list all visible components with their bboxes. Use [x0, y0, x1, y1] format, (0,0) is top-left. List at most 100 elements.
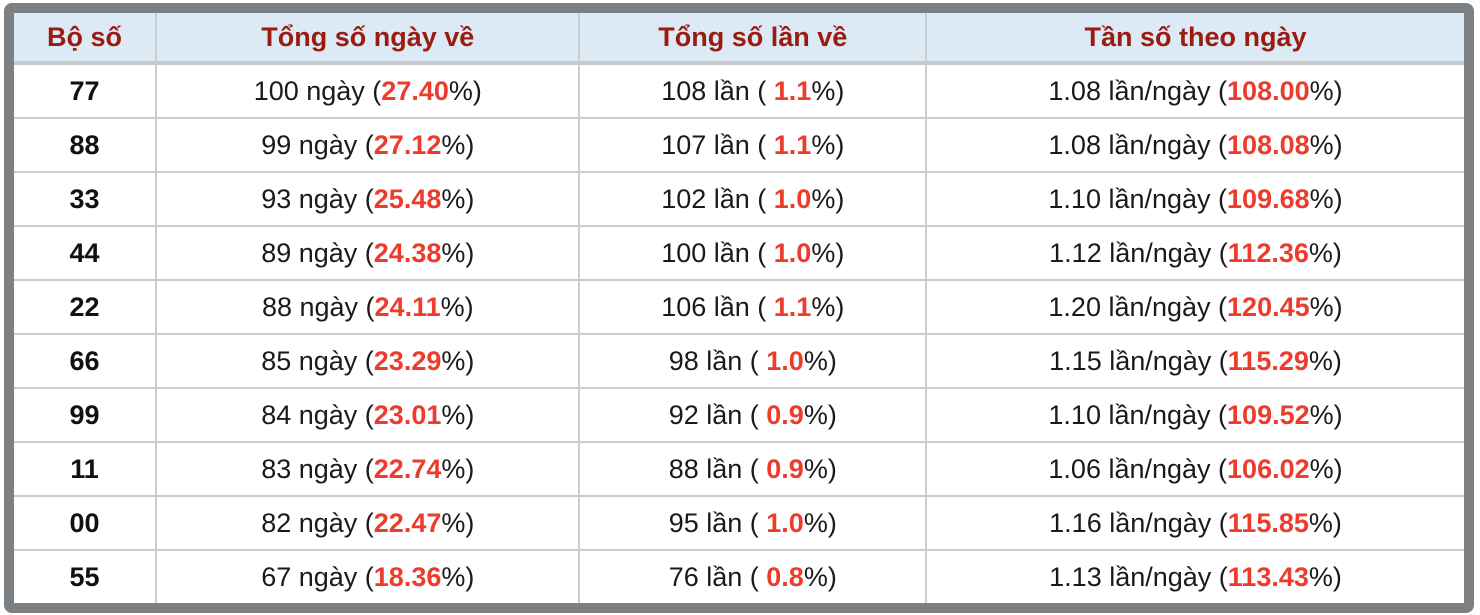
- cell-text: 92 lần (: [668, 399, 767, 430]
- cell-text: 88 lần (: [668, 453, 767, 484]
- cell-text: 1.12 lần/ngày (: [1049, 237, 1228, 268]
- cell-text: %): [441, 345, 475, 376]
- table-row: 99 84 ngày (23.01%) 92 lần ( 0.9%) 1.10 lần…: [14, 387, 1464, 442]
- times-cell: 76 lần ( 0.8%): [578, 549, 927, 603]
- times-cell: 95 lần ( 1.0%): [578, 495, 927, 550]
- cell-text: %): [1309, 291, 1343, 322]
- days-cell: 82 ngày (22.47%): [155, 495, 580, 550]
- pair-cell: 00: [14, 495, 157, 550]
- column-header-days: Tổng số ngày về: [155, 13, 580, 65]
- cell-text: 1.10 lần/ngày (: [1048, 183, 1228, 214]
- cell-text: 98 lần (: [668, 345, 767, 376]
- table-row: 33 93 ngày (25.48%) 102 lần ( 1.0%) 1.10 lầ…: [14, 171, 1464, 226]
- pair-cell: 99: [14, 387, 157, 442]
- pair-cell: 33: [14, 171, 157, 226]
- cell-text: 1.08 lần/ngày (: [1048, 129, 1228, 160]
- times-cell: 88 lần ( 0.9%): [578, 441, 927, 496]
- freq-cell: 1.13 lần/ngày (113.43%): [925, 549, 1464, 603]
- cell-text: 76 lần (: [668, 561, 767, 592]
- times-cell: 102 lần ( 1.0%): [578, 171, 927, 226]
- pair-cell: 55: [14, 549, 157, 603]
- times-cell: 92 lần ( 0.9%): [578, 387, 927, 442]
- freq-cell: 1.15 lần/ngày (115.29%): [925, 333, 1464, 388]
- cell-text: %): [803, 345, 837, 376]
- stats-table-frame: Bộ số Tổng số ngày về Tổng số lần về Tần…: [4, 3, 1474, 613]
- percent-value: 109.52: [1227, 399, 1310, 430]
- cell-text: 88 ngày (: [261, 291, 375, 322]
- pair-cell: 88: [14, 117, 157, 172]
- cell-text: %): [441, 237, 475, 268]
- table-row: 55 67 ngày (18.36%) 76 lần ( 0.8%) 1.13 lần…: [14, 549, 1464, 603]
- days-cell: 85 ngày (23.29%): [155, 333, 580, 388]
- cell-text: 83 ngày (: [261, 453, 374, 484]
- cell-text: 95 lần (: [668, 507, 767, 538]
- days-cell: 67 ngày (18.36%): [155, 549, 580, 603]
- cell-text: 1.13 lần/ngày (: [1049, 561, 1228, 592]
- column-header-freq: Tần số theo ngày: [925, 13, 1464, 65]
- cell-text: %): [803, 453, 837, 484]
- times-cell: 106 lần ( 1.1%): [578, 279, 927, 334]
- cell-text: 106 lần (: [661, 291, 774, 322]
- percent-value: 112.36: [1227, 237, 1309, 268]
- percent-value: 18.36: [373, 561, 442, 592]
- cell-text: %): [811, 183, 845, 214]
- days-cell: 88 ngày (24.11%): [155, 279, 580, 334]
- percent-value: 22.74: [373, 453, 442, 484]
- cell-text: %): [1309, 399, 1343, 430]
- cell-text: 100 ngày (: [253, 75, 382, 106]
- times-cell: 98 lần ( 1.0%): [578, 333, 927, 388]
- days-cell: 84 ngày (23.01%): [155, 387, 580, 442]
- days-cell: 100 ngày (27.40%): [155, 63, 580, 118]
- times-cell: 100 lần ( 1.0%): [578, 225, 927, 280]
- cell-text: %): [1309, 453, 1343, 484]
- cell-text: %): [441, 453, 475, 484]
- percent-value: 0.8: [766, 561, 804, 592]
- table-row: 44 89 ngày (24.38%) 100 lần ( 1.0%) 1.12 lầ…: [14, 225, 1464, 280]
- table-row: 22 88 ngày (24.11%) 106 lần ( 1.1%) 1.20 lầ…: [14, 279, 1464, 334]
- cell-text: 102 lần (: [661, 183, 774, 214]
- days-cell: 93 ngày (25.48%): [155, 171, 580, 226]
- percent-value: 23.01: [373, 399, 442, 430]
- pair-cell: 22: [14, 279, 157, 334]
- cell-text: %): [803, 561, 837, 592]
- table-row: 77 100 ngày (27.40%) 108 lần ( 1.1%) 1.08 l…: [14, 63, 1464, 118]
- percent-value: 1.1: [773, 291, 812, 322]
- freq-cell: 1.08 lần/ngày (108.00%): [925, 63, 1464, 118]
- percent-value: 22.47: [373, 507, 442, 538]
- freq-cell: 1.16 lần/ngày (115.85%): [925, 495, 1464, 550]
- percent-value: 1.1: [773, 129, 812, 160]
- cell-text: %): [811, 237, 845, 268]
- percent-value: 1.0: [773, 237, 812, 268]
- cell-text: %): [441, 561, 475, 592]
- cell-text: %): [441, 183, 475, 214]
- cell-text: %): [1308, 561, 1342, 592]
- percent-value: 23.29: [373, 345, 442, 376]
- pair-cell: 11: [14, 441, 157, 496]
- cell-text: 1.20 lần/ngày (: [1048, 291, 1228, 322]
- cell-text: 85 ngày (: [261, 345, 374, 376]
- freq-cell: 1.10 lần/ngày (109.68%): [925, 171, 1464, 226]
- cell-text: %): [803, 507, 837, 538]
- percent-value: 1.0: [766, 507, 804, 538]
- cell-text: %): [811, 75, 845, 106]
- table-body: 77 100 ngày (27.40%) 108 lần ( 1.1%) 1.08 l…: [14, 63, 1464, 603]
- freq-cell: 1.20 lần/ngày (120.45%): [925, 279, 1464, 334]
- cell-text: 1.16 lần/ngày (: [1049, 507, 1228, 538]
- cell-text: %): [811, 291, 845, 322]
- pair-cell: 44: [14, 225, 157, 280]
- cell-text: %): [441, 129, 475, 160]
- percent-value: 24.38: [373, 237, 442, 268]
- cell-text: 89 ngày (: [261, 237, 374, 268]
- percent-value: 1.0: [766, 345, 804, 376]
- cell-text: 108 lần (: [661, 75, 774, 106]
- cell-text: 67 ngày (: [261, 561, 374, 592]
- cell-text: %): [1309, 129, 1343, 160]
- percent-value: 24.11: [374, 291, 441, 322]
- cell-text: 84 ngày (: [261, 399, 374, 430]
- pair-cell: 77: [14, 63, 157, 118]
- cell-text: %): [1309, 75, 1343, 106]
- cell-text: 93 ngày (: [261, 183, 374, 214]
- cell-text: %): [448, 75, 482, 106]
- cell-text: %): [1309, 183, 1343, 214]
- percent-value: 0.9: [766, 399, 804, 430]
